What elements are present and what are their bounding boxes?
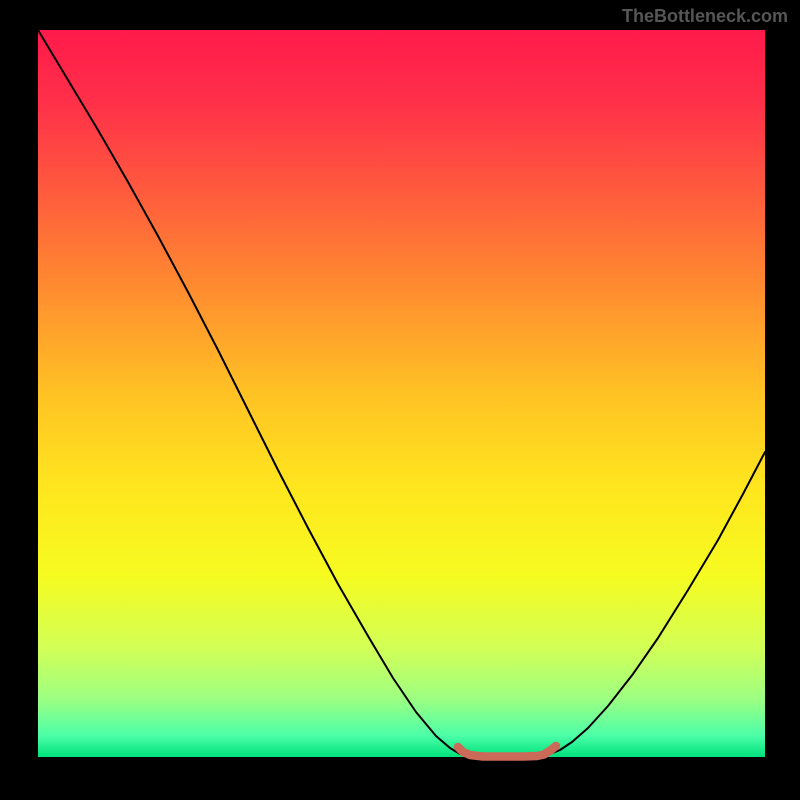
bottleneck-curve xyxy=(38,30,765,757)
flat-segment-highlight xyxy=(458,746,556,757)
chart-canvas: TheBottleneck.com xyxy=(0,0,800,800)
plot-area xyxy=(38,30,765,757)
curve-layer xyxy=(38,30,765,757)
watermark-text: TheBottleneck.com xyxy=(622,6,788,27)
